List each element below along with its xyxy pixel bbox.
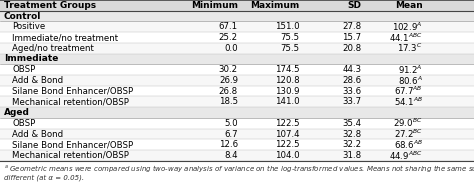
Text: 5.0: 5.0: [224, 119, 238, 128]
Text: 12.6: 12.6: [219, 140, 238, 149]
Bar: [0, 129, 474, 139]
Text: 67.7$^{AB}$: 67.7$^{AB}$: [394, 85, 423, 97]
Bar: [0, 118, 474, 129]
Text: 75.5: 75.5: [281, 33, 300, 42]
Text: OBSP: OBSP: [12, 119, 36, 128]
Text: 68.6$^{AB}$: 68.6$^{AB}$: [393, 139, 423, 151]
Text: 26.8: 26.8: [219, 87, 238, 96]
Text: 32.2: 32.2: [342, 140, 361, 149]
Text: 104.0: 104.0: [275, 151, 300, 160]
Text: 0.0: 0.0: [224, 44, 238, 53]
Text: Control: Control: [4, 12, 41, 21]
Text: Mean: Mean: [395, 1, 423, 10]
Text: 107.4: 107.4: [275, 130, 300, 139]
Text: 17.3$^{C}$: 17.3$^{C}$: [397, 42, 423, 54]
Text: 130.9: 130.9: [275, 87, 300, 96]
Text: 54.1$^{AB}$: 54.1$^{AB}$: [393, 96, 423, 108]
Text: Treatment Groups: Treatment Groups: [4, 1, 96, 10]
Text: 75.5: 75.5: [281, 44, 300, 53]
Text: Immediate/no treatment: Immediate/no treatment: [12, 33, 118, 42]
Bar: [0, 32, 474, 43]
Bar: [0, 22, 474, 32]
Text: Silane Bond Enhancer/OBSP: Silane Bond Enhancer/OBSP: [12, 87, 134, 96]
Bar: [0, 107, 474, 118]
Text: Immediate: Immediate: [4, 54, 58, 63]
Text: 120.8: 120.8: [275, 76, 300, 85]
Text: Aged/no treatment: Aged/no treatment: [12, 44, 94, 53]
Bar: [0, 54, 474, 64]
Text: 27.2$^{BC}$: 27.2$^{BC}$: [394, 128, 423, 140]
Text: 174.5: 174.5: [275, 65, 300, 74]
Text: 28.6: 28.6: [342, 76, 361, 85]
Text: 26.9: 26.9: [219, 76, 238, 85]
Text: 44.9$^{ABC}$: 44.9$^{ABC}$: [389, 149, 423, 162]
Text: 20.8: 20.8: [342, 44, 361, 53]
Text: Mechanical retention/OBSP: Mechanical retention/OBSP: [12, 151, 129, 160]
Text: 91.2$^{A}$: 91.2$^{A}$: [398, 64, 423, 76]
Bar: [0, 96, 474, 107]
Text: 31.8: 31.8: [342, 151, 361, 160]
Text: 80.6$^{A}$: 80.6$^{A}$: [398, 74, 423, 87]
Text: Mechanical retention/OBSP: Mechanical retention/OBSP: [12, 97, 129, 106]
Bar: [0, 75, 474, 86]
Bar: [0, 139, 474, 150]
Text: 6.7: 6.7: [224, 130, 238, 139]
Text: Maximum: Maximum: [250, 1, 300, 10]
Text: 151.0: 151.0: [275, 22, 300, 31]
Text: Add & Bond: Add & Bond: [12, 130, 64, 139]
Text: 102.9$^{A}$: 102.9$^{A}$: [392, 21, 423, 33]
Text: SD: SD: [347, 1, 361, 10]
Bar: [0, 0, 474, 11]
Text: 18.5: 18.5: [219, 97, 238, 106]
Text: 15.7: 15.7: [342, 33, 361, 42]
Bar: [0, 43, 474, 54]
Text: 29.0$^{BC}$: 29.0$^{BC}$: [393, 117, 423, 129]
Text: 122.5: 122.5: [275, 140, 300, 149]
Text: Add & Bond: Add & Bond: [12, 76, 64, 85]
Text: 30.2: 30.2: [219, 65, 238, 74]
Text: 8.4: 8.4: [224, 151, 238, 160]
Text: $^{a}$ Geometric means were compared using two-way analysis of variance on the l: $^{a}$ Geometric means were compared usi…: [4, 163, 474, 181]
Bar: [0, 150, 474, 161]
Bar: [0, 86, 474, 96]
Text: 67.1: 67.1: [219, 22, 238, 31]
Text: 33.6: 33.6: [342, 87, 361, 96]
Text: 32.8: 32.8: [342, 130, 361, 139]
Text: Silane Bond Enhancer/OBSP: Silane Bond Enhancer/OBSP: [12, 140, 134, 149]
Text: Aged: Aged: [4, 108, 30, 117]
Text: 35.4: 35.4: [342, 119, 361, 128]
Text: 25.2: 25.2: [219, 33, 238, 42]
Text: 141.0: 141.0: [275, 97, 300, 106]
Text: Positive: Positive: [12, 22, 46, 31]
Text: 27.8: 27.8: [342, 22, 361, 31]
Bar: [0, 64, 474, 75]
Text: 44.1$^{ABC}$: 44.1$^{ABC}$: [389, 31, 423, 44]
Text: 33.7: 33.7: [342, 97, 361, 106]
Text: Minimum: Minimum: [191, 1, 238, 10]
Text: OBSP: OBSP: [12, 65, 36, 74]
Text: 122.5: 122.5: [275, 119, 300, 128]
Text: 44.3: 44.3: [342, 65, 361, 74]
Bar: [0, 11, 474, 22]
